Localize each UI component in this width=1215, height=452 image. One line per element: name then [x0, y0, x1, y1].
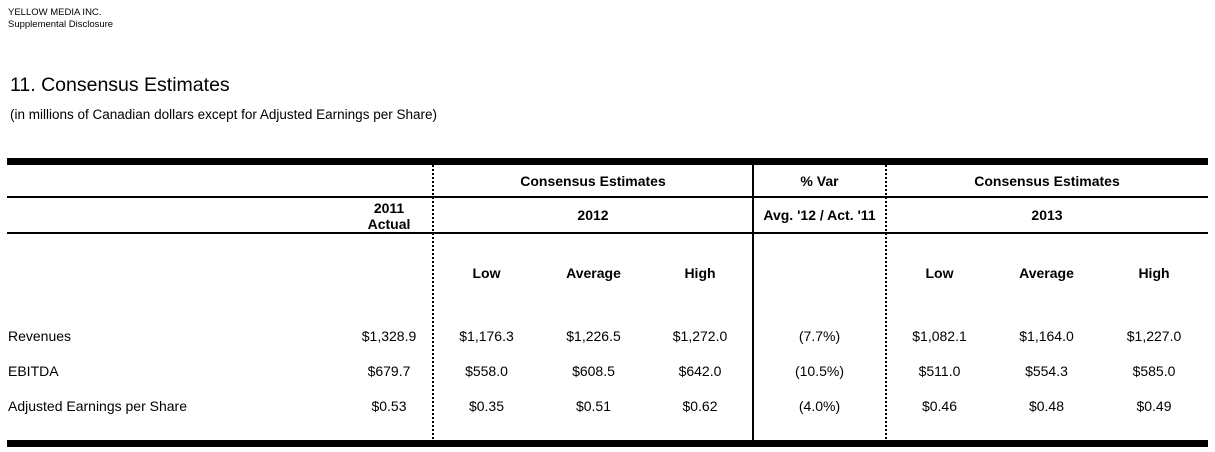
cell-pct-var: (10.5%)	[794, 363, 845, 379]
cell-high-2012: $642.0	[678, 363, 722, 379]
subheader-low-2013: Low	[925, 265, 954, 281]
col-header-2011: 2011	[373, 200, 405, 216]
subheader-high-2013: High	[1138, 265, 1170, 281]
subheader-average-2013: Average	[1019, 265, 1074, 281]
year-header-row: 2011 Actual 2012 Avg. '12 / Act. '11 201…	[7, 198, 1208, 233]
subheader-average-2012: Average	[566, 265, 621, 281]
subheader-row: Low Average High Low Average High	[7, 258, 1208, 288]
cell-pct-var: (4.0%)	[798, 398, 841, 414]
table-row: Adjusted Earnings per Share $0.53 $0.35 …	[7, 392, 1208, 420]
cell-actual-2011: $679.7	[367, 363, 411, 379]
divider-dotted-2013	[885, 165, 887, 440]
doc-type: Supplemental Disclosure	[8, 19, 114, 30]
table-bottom-rule	[7, 440, 1208, 447]
cell-average-2013: $1,164.0	[1019, 328, 1074, 344]
section-note: (in millions of Canadian dollars except …	[10, 107, 437, 122]
subheader-high-2012: High	[684, 265, 716, 281]
table-top-rule	[7, 158, 1208, 165]
cell-low-2012: $1,176.3	[459, 328, 514, 344]
cell-actual-2011: $0.53	[371, 398, 407, 414]
cell-high-2012: $1,272.0	[672, 328, 728, 344]
cell-actual-2011: $1,328.9	[361, 328, 417, 344]
group-header-consensus-2012: Consensus Estimates	[520, 173, 666, 189]
cell-average-2013: $0.48	[1028, 398, 1065, 414]
cell-high-2013: $585.0	[1132, 363, 1176, 379]
cell-low-2013: $511.0	[918, 363, 961, 379]
col-header-var-detail: Avg. '12 / Act. '11	[763, 207, 876, 223]
group-header-consensus-2013: Consensus Estimates	[974, 173, 1120, 189]
col-header-2012: 2012	[577, 207, 609, 223]
cell-average-2012: $1,226.5	[566, 328, 621, 344]
header-rule-1	[7, 196, 1208, 198]
table-row: Revenues $1,328.9 $1,176.3 $1,226.5 $1,2…	[7, 322, 1208, 350]
cell-low-2012: $558.0	[465, 363, 508, 379]
doc-header: YELLOW MEDIA INC. Supplemental Disclosur…	[8, 7, 113, 31]
cell-high-2013: $0.49	[1136, 398, 1172, 414]
group-header-row: Consensus Estimates % Var Consensus Esti…	[7, 166, 1208, 197]
section-title: 11. Consensus Estimates	[10, 74, 230, 96]
col-header-actual: Actual	[367, 216, 411, 232]
subheader-low-2012: Low	[472, 265, 501, 281]
cell-average-2013: $554.3	[1025, 363, 1068, 379]
cell-low-2013: $1,082.1	[912, 328, 967, 344]
cell-average-2012: $608.5	[572, 363, 615, 379]
cell-average-2012: $0.51	[575, 398, 612, 414]
cell-low-2012: $0.35	[468, 398, 505, 414]
row-label: EBITDA	[8, 363, 59, 379]
cell-high-2012: $0.62	[682, 398, 718, 414]
cell-high-2013: $1,227.0	[1126, 328, 1182, 344]
col-header-2011-actual: 2011 Actual	[345, 198, 433, 233]
cell-low-2013: $0.46	[921, 398, 958, 414]
divider-dotted-2012	[432, 165, 434, 440]
consensus-estimates-table: Consensus Estimates % Var Consensus Esti…	[7, 158, 1208, 447]
company-name: YELLOW MEDIA INC.	[8, 7, 102, 18]
table-row: EBITDA $679.7 $558.0 $608.5 $642.0 (10.5…	[7, 357, 1208, 385]
row-label: Revenues	[8, 328, 72, 344]
divider-solid-var	[752, 165, 754, 440]
row-label: Adjusted Earnings per Share	[8, 398, 187, 414]
cell-pct-var: (7.7%)	[798, 328, 841, 344]
group-header-pct-var: % Var	[800, 173, 839, 189]
header-rule-2	[7, 232, 1208, 234]
col-header-2013: 2013	[1031, 207, 1063, 223]
